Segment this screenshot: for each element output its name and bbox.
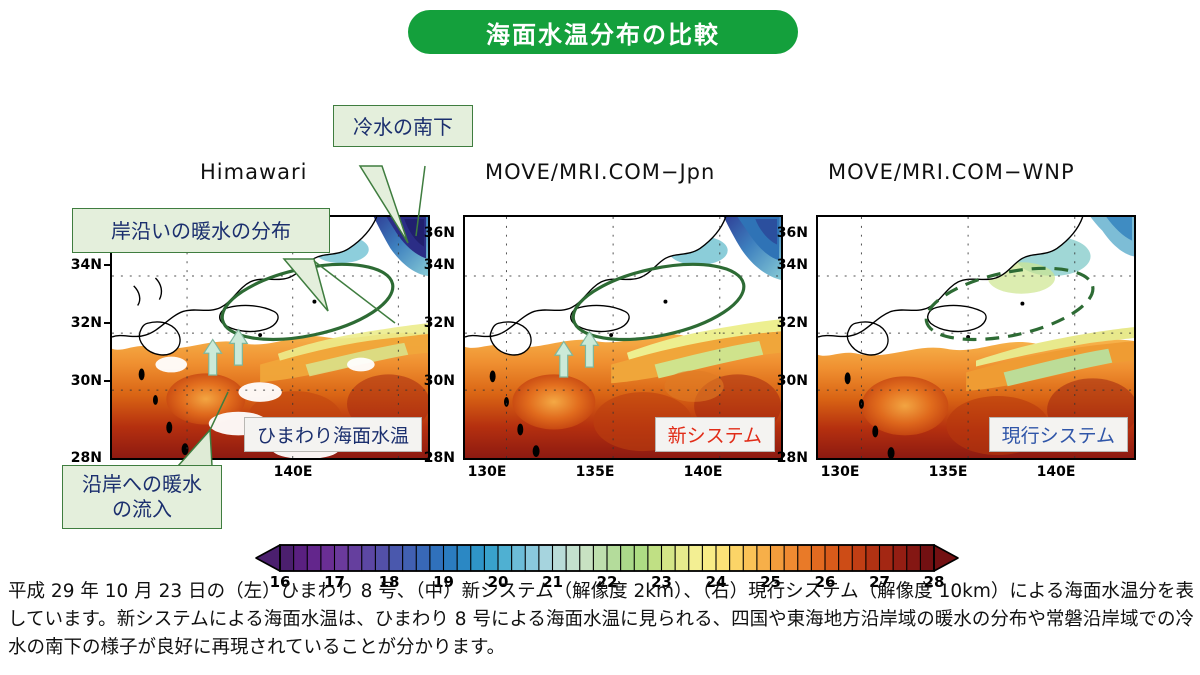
panel-title-himawari: Himawari xyxy=(200,160,308,184)
annotation-ellipse-dashed-move-wnp xyxy=(924,266,1095,342)
callout-coastal-warm-distribution: 岸沿いの暖水の分布 xyxy=(72,208,330,253)
ytick-wnp-32n: 32N xyxy=(776,315,808,331)
ytick-wnp-34n: 34N xyxy=(776,257,808,273)
xtick-wnp-140e: 140E xyxy=(1036,464,1076,480)
ytick-mark xyxy=(104,380,111,382)
colorbar-tick-22: 22 xyxy=(596,573,618,591)
colorbar-tick-18: 18 xyxy=(378,573,400,591)
callout-cold-water: 冷水の南下 xyxy=(333,105,473,147)
panel-tag-move-jpn: 新システム xyxy=(654,417,775,452)
sst-map-move-jpn xyxy=(465,217,781,458)
ytick-himawari-28n: 28N xyxy=(70,450,102,466)
ytick-jpn-34n: 34N xyxy=(423,257,455,273)
panel-title-move-jpn: MOVE/MRI.COM−Jpn xyxy=(485,160,716,184)
ytick-wnp-28n: 28N xyxy=(776,450,808,466)
colorbar-tick-23: 23 xyxy=(651,573,672,591)
colorbar-tick-19: 19 xyxy=(433,573,454,591)
colorbar-tick-25: 25 xyxy=(760,573,781,591)
ytick-wnp-36n: 36N xyxy=(776,225,808,241)
ytick-jpn-28n: 28N xyxy=(423,450,455,466)
callout-warm-inflow: 沿岸への暖水 の流入 xyxy=(62,465,222,529)
xtick-wnp-135e: 135E xyxy=(928,464,968,480)
colorbar: 16 17 18 19 20 21 22 23 24 25 26 27 28 xyxy=(252,543,962,599)
ytick-himawari-34n: 34N xyxy=(70,257,102,273)
colorbar-tick-20: 20 xyxy=(487,573,509,591)
ytick-himawari-30n: 30N xyxy=(70,373,102,389)
colorbar-tick-27: 27 xyxy=(869,573,890,591)
map-panel-move-jpn[interactable]: 新システム xyxy=(463,215,783,460)
panel-tag-move-wnp: 現行システム xyxy=(988,417,1128,452)
panel-tag-himawari: ひまわり海面水温 xyxy=(243,417,422,452)
map-panel-move-wnp[interactable]: 現行システム xyxy=(816,215,1136,460)
annotation-arrows-himawari xyxy=(202,328,249,376)
xtick-jpn-140e: 140E xyxy=(683,464,723,480)
colorbar-tick-26: 26 xyxy=(814,573,836,591)
annotation-ellipse-move-jpn xyxy=(571,262,746,341)
colorbar-tick-17: 17 xyxy=(324,573,345,591)
figure-caption: 平成 29 年 10 月 23 日の（左）ひまわり 8 号、（中）新システム（解… xyxy=(8,581,1194,659)
ytick-wnp-30n: 30N xyxy=(776,373,808,389)
xtick-wnp-130e: 130E xyxy=(820,464,860,480)
colorbar-tick-16: 16 xyxy=(269,573,291,591)
figure-area: Himawari xyxy=(0,60,1200,591)
panel-title-move-wnp: MOVE/MRI.COM−WNP xyxy=(828,160,1075,184)
ytick-mark xyxy=(104,264,111,266)
colorbar-tick-24: 24 xyxy=(705,573,727,591)
colorbar-swatches xyxy=(255,544,959,572)
xtick-jpn-135e: 135E xyxy=(575,464,615,480)
colorbar-tick-21: 21 xyxy=(542,573,563,591)
page-title: 海面水温分布の比較 xyxy=(408,10,798,54)
ytick-jpn-30n: 30N xyxy=(423,373,455,389)
annotation-arrows-move-jpn xyxy=(553,330,600,378)
callout-leader-cold-water xyxy=(358,165,426,244)
ytick-jpn-36n: 36N xyxy=(423,225,455,241)
xtick-himawari-140e: 140E xyxy=(273,464,313,480)
callout-leader-coastal-warm xyxy=(282,258,396,324)
colorbar-tick-labels: 16 17 18 19 20 21 22 23 24 25 26 27 28 xyxy=(252,573,962,595)
sst-map-move-wnp xyxy=(818,217,1134,458)
ytick-himawari-32n: 32N xyxy=(70,315,102,331)
colorbar-tick-28: 28 xyxy=(923,573,945,591)
ytick-mark xyxy=(104,322,111,324)
xtick-jpn-130e: 130E xyxy=(467,464,507,480)
ytick-jpn-32n: 32N xyxy=(423,315,455,331)
